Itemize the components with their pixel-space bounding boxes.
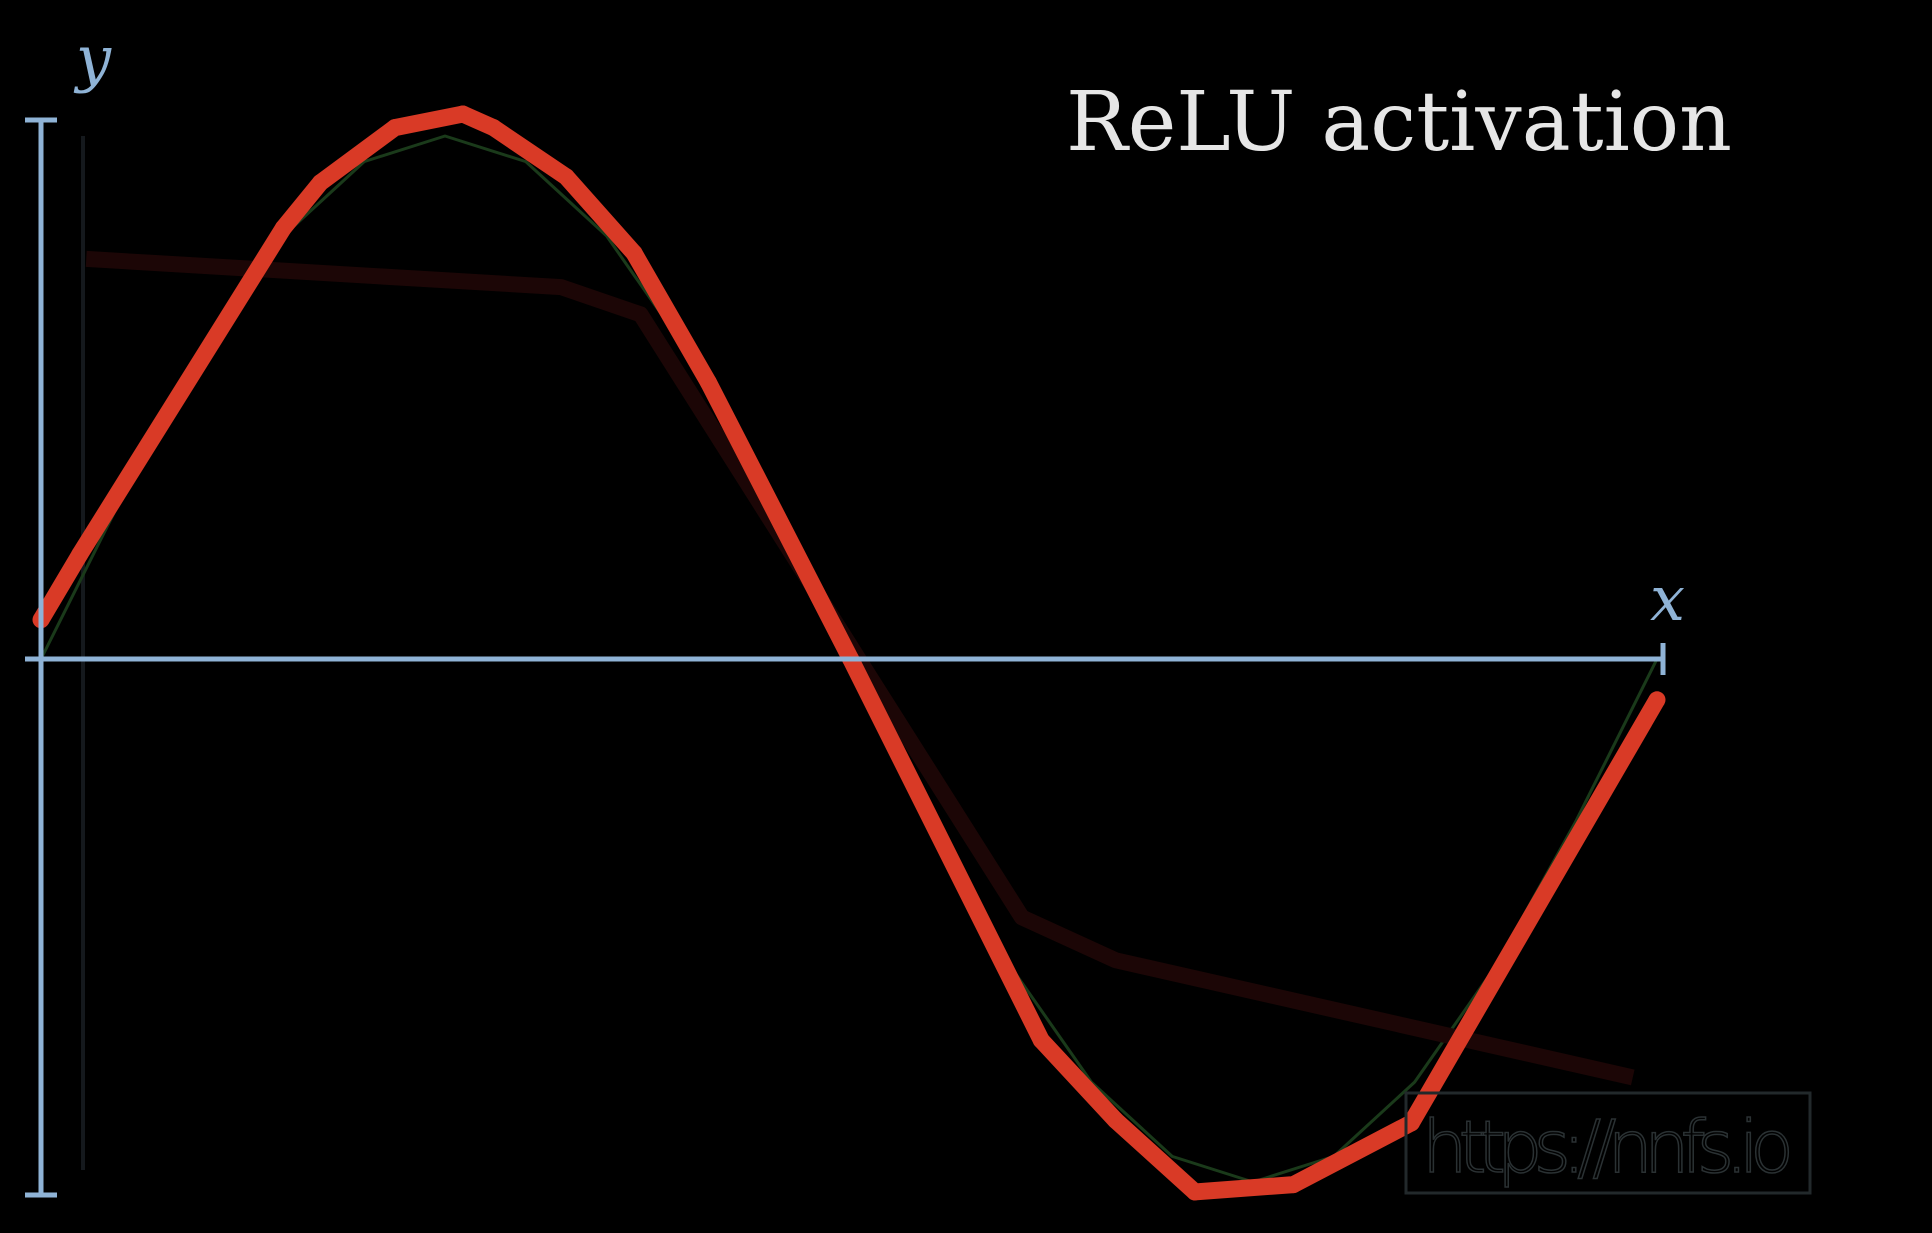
relu-fit-point [625,244,643,262]
y-axis-label: y [73,22,112,95]
relu-fit-point [1107,1111,1125,1129]
relu-fit-point [454,105,472,123]
series-layer [32,105,1666,1201]
relu-fit-point [1648,691,1666,709]
x-axis-label: x [1650,562,1685,635]
svg-text:https://nnfs.io: https://nnfs.io [1422,1105,1794,1189]
chart-title: ReLU activation [1066,75,1732,170]
x-axis [25,643,1666,675]
relu-fit-point [1284,1176,1302,1194]
relu-fit-point [699,373,717,391]
relu-fit-point [484,119,502,137]
relu-fit-point [274,219,292,237]
watermark: https://nnfs.io [1404,1091,1812,1195]
relu-fit-point [71,545,89,563]
relu-fit-point [312,174,330,192]
relu-fit-point [557,168,575,186]
relu-fit-point [1186,1183,1204,1201]
relu-fit-point [386,119,404,137]
relu-fit-point [1032,1031,1050,1049]
